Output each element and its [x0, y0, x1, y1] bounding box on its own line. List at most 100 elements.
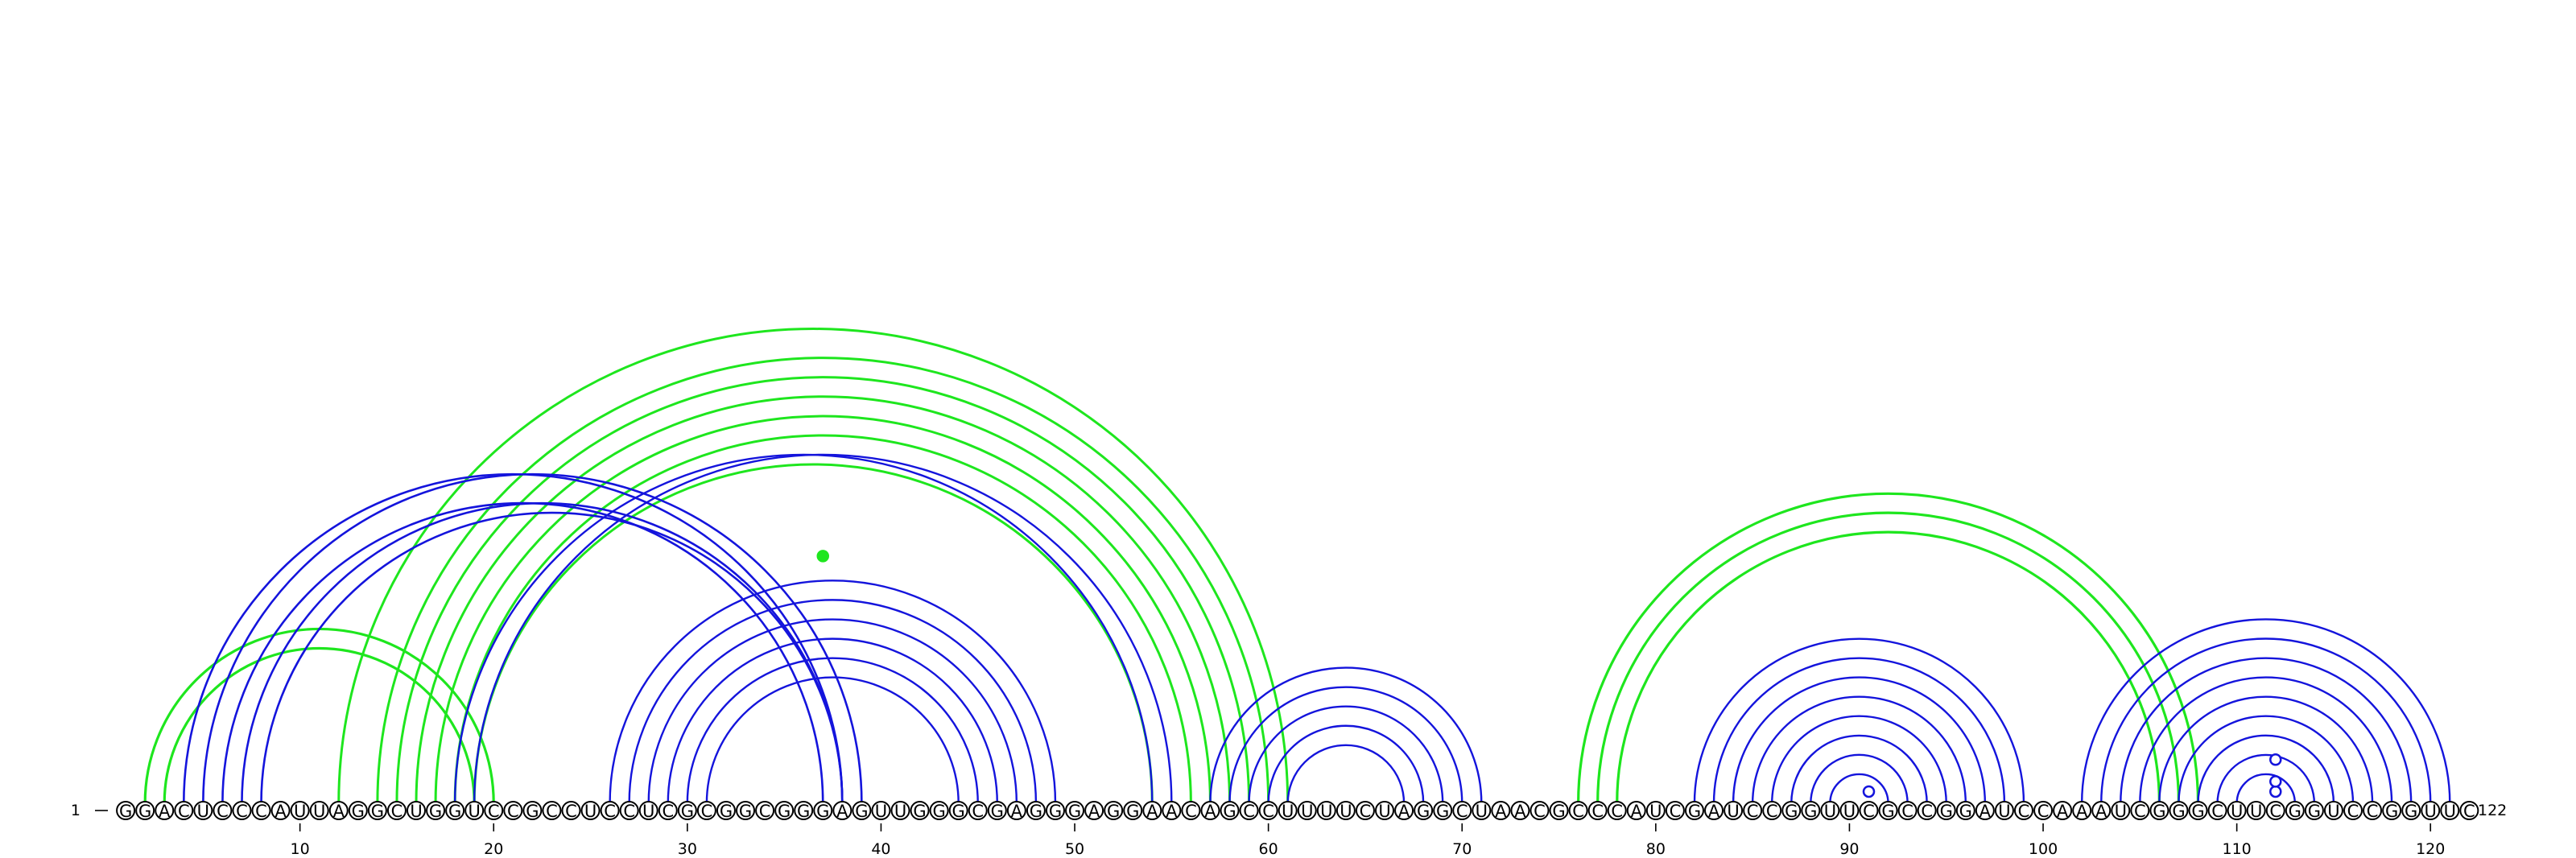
nucleotide-circle: [1084, 801, 1104, 820]
nucleotide: A: [2072, 801, 2092, 821]
nucleotide-letter: G: [991, 802, 1004, 821]
arc-7-38: [241, 501, 844, 804]
nucleotide-letter: C: [546, 802, 558, 821]
nucleotide: A: [2053, 801, 2073, 821]
nucleotide-letter: A: [1088, 802, 1100, 821]
arc-84-97: [1732, 676, 1987, 804]
nucleotide: G: [348, 801, 368, 821]
nucleotide-letter: A: [1146, 802, 1158, 821]
nucleotide-circle: [251, 801, 271, 820]
nucleotide-circle: [696, 801, 716, 820]
arc-2-20: [143, 627, 495, 804]
nucleotide: C: [2363, 801, 2383, 821]
nucleotide-circle: [1065, 801, 1085, 820]
nucleotide-letter: A: [1979, 802, 1992, 821]
nucleotide: C: [1530, 801, 1550, 821]
nucleotide-letter: G: [739, 802, 752, 821]
nucleotide-letter: A: [333, 802, 345, 821]
nucleotide: U: [2246, 801, 2266, 821]
nucleotide-letter: G: [1417, 802, 1430, 821]
nucleotide-circle: [116, 801, 136, 820]
nucleotide-circle: [1587, 801, 1608, 820]
nucleotide: C: [1452, 801, 1472, 821]
arc-108-115: [2197, 734, 2335, 804]
nucleotide-circle: [813, 801, 833, 820]
nucleotide: A: [1510, 801, 1530, 821]
nucleotide-letter: C: [1185, 802, 1197, 821]
arc-marker: [2269, 785, 2282, 798]
nucleotide-circle: [2265, 801, 2285, 820]
nucleotide: U: [1297, 801, 1317, 821]
nucleotide-letter: G: [913, 802, 926, 821]
arc-marker: [816, 550, 830, 563]
nucleotide-letter: U: [642, 802, 654, 821]
arc-16-58: [415, 395, 1232, 804]
nucleotide-letter: U: [584, 802, 597, 821]
nucleotide-circle: [1200, 801, 1220, 820]
arc-60-68: [1267, 724, 1425, 804]
nucleotide: C: [2207, 801, 2227, 821]
nucleotide-circle: [1414, 801, 1434, 820]
nucleotide-letter: G: [720, 802, 733, 821]
nucleotide-circle: [1878, 801, 1898, 820]
nucleotide-letter: G: [429, 802, 442, 821]
arc-28-47: [647, 618, 1018, 804]
nucleotide-letter: U: [1843, 802, 1856, 821]
nucleotide-circle: [832, 801, 852, 820]
nucleotide: G: [929, 801, 949, 821]
nucleotide-circle: [2343, 801, 2363, 820]
axis-tick-label: 120: [2416, 840, 2445, 858]
arc-12-61: [337, 328, 1290, 804]
nucleotide-circle: [213, 801, 233, 820]
nucleotide-letter: C: [2037, 802, 2050, 821]
nucleotide-circle: [774, 801, 795, 820]
nucleotide: A: [1704, 801, 1724, 821]
nucleotide: C: [2343, 801, 2363, 821]
nucleotide: C: [619, 801, 639, 821]
nucleotide-letter: U: [294, 802, 306, 821]
nucleotide-circle: [1820, 801, 1840, 820]
arc-14-60: [376, 357, 1270, 804]
nucleotide-letter: A: [2057, 802, 2069, 821]
nucleotide-circle: [2072, 801, 2092, 820]
nucleotide: U: [407, 801, 426, 821]
nucleotide-circle: [1162, 801, 1182, 820]
nucleotide-letter: A: [1514, 802, 1526, 821]
arc-31-44: [705, 676, 960, 804]
nucleotide: A: [1394, 801, 1414, 821]
nucleotide: C: [658, 801, 678, 821]
nucleotide-letter: C: [2269, 802, 2281, 821]
nucleotide: C: [1239, 801, 1259, 821]
nucleotide: C: [2459, 801, 2479, 821]
nucleotide-letter: A: [275, 802, 287, 821]
arc-109-114: [2216, 753, 2316, 804]
nucleotide-circle: [1839, 801, 1860, 820]
nucleotide-circle: [755, 801, 775, 820]
nucleotide-letter: C: [2134, 802, 2146, 821]
nucleotide: A: [2091, 801, 2112, 821]
nucleotide: G: [852, 801, 872, 821]
nucleotide-circle: [2013, 801, 2033, 820]
nucleotide: G: [794, 801, 814, 821]
nucleotide-letter: G: [448, 802, 461, 821]
nucleotide-circle: [290, 801, 310, 820]
nucleotide-letter: A: [1398, 802, 1410, 821]
nucleotide-circle: [1530, 801, 1550, 820]
nucleotide-circle: [600, 801, 620, 820]
nucleotide-circle: [445, 801, 465, 820]
nucleotide-letter: U: [2444, 802, 2456, 821]
nucleotide: U: [638, 801, 658, 821]
nucleotide-letter: U: [1476, 802, 1488, 821]
nucleotide-circle: [270, 801, 291, 820]
nucleotide-letter: G: [855, 802, 868, 821]
nucleotide-letter: A: [1011, 802, 1023, 821]
nucleotide: G: [1781, 801, 1802, 821]
nucleotide-circle: [619, 801, 639, 820]
nucleotide: A: [1006, 801, 1026, 821]
nucleotide: G: [1549, 801, 1569, 821]
nucleotide-letter: G: [797, 802, 810, 821]
nucleotide: G: [2149, 801, 2169, 821]
nucleotide-letter: G: [138, 802, 151, 821]
nucleotide-circle: [135, 801, 155, 820]
